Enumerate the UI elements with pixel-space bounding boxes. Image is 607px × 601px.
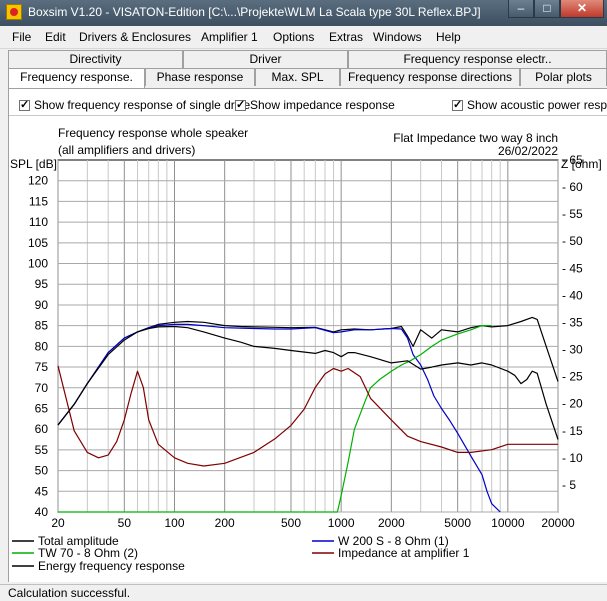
checkbox-single-drive[interactable]: Show frequency response of single drive [19,98,250,112]
tab-frequency-response-directions[interactable]: Frequency response directions [340,68,520,86]
tab-frequency-response[interactable]: Frequency response. [8,68,145,89]
tab-frequency-response-electr[interactable]: Frequency response electr.. [348,50,607,68]
tab-max-spl[interactable]: Max. SPL [255,68,340,86]
menu-windows[interactable]: Windows [373,30,422,44]
checkbox-impedance-label: Show impedance response [250,98,395,112]
app-icon[interactable] [6,4,22,20]
menu-help[interactable]: Help [436,30,461,44]
minimize-button[interactable]: – [508,0,534,18]
menu-bar: File Edit Drivers & Enclosures Amplifier… [0,26,607,49]
tab-phase-response[interactable]: Phase response [145,68,255,86]
status-text: Calculation successful. [8,586,131,600]
tab-directivity[interactable]: Directivity [8,50,183,68]
menu-options[interactable]: Options [273,30,315,44]
checkbox-acoustic-power-label: Show acoustic power respon [467,98,607,112]
checkbox-acoustic-power-box[interactable] [452,98,463,111]
close-button[interactable]: ✕ [560,0,604,18]
project-date: 26/02/2022 [497,144,558,158]
menu-drivers-enclosures[interactable]: Drivers & Enclosures [79,30,192,44]
menu-edit[interactable]: Edit [45,30,66,44]
chart-subtitle: (all amplifiers and drivers) [58,143,196,157]
checkbox-impedance-box[interactable] [235,98,246,111]
window-title: Boxsim V1.20 - VISATON-Edition [C:\...\P… [28,5,481,19]
checkbox-single-drive-box[interactable] [19,98,30,111]
tab-polar-plots[interactable]: Polar plots [520,68,607,86]
title-bar: Boxsim V1.20 - VISATON-Edition [C:\...\P… [0,0,607,26]
menu-amplifier[interactable]: Amplifier 1 [201,30,258,44]
menu-file[interactable]: File [12,30,32,44]
project-name: Flat Impedance two way 8 inch [393,131,558,145]
checkbox-impedance[interactable]: Show impedance response [235,98,395,112]
frequency-response-panel: Show frequency response of single drive … [8,88,607,582]
tab-driver[interactable]: Driver [183,50,348,68]
menu-extras[interactable]: Extras [329,30,364,44]
checkbox-acoustic-power[interactable]: Show acoustic power respon [452,98,607,112]
chart-title: Frequency response whole speaker [58,126,249,140]
checkbox-separator [9,115,607,116]
maximize-button[interactable]: □ [534,0,560,18]
checkbox-single-drive-label: Show frequency response of single drive [34,98,251,112]
status-bar: Calculation successful. [0,584,607,601]
